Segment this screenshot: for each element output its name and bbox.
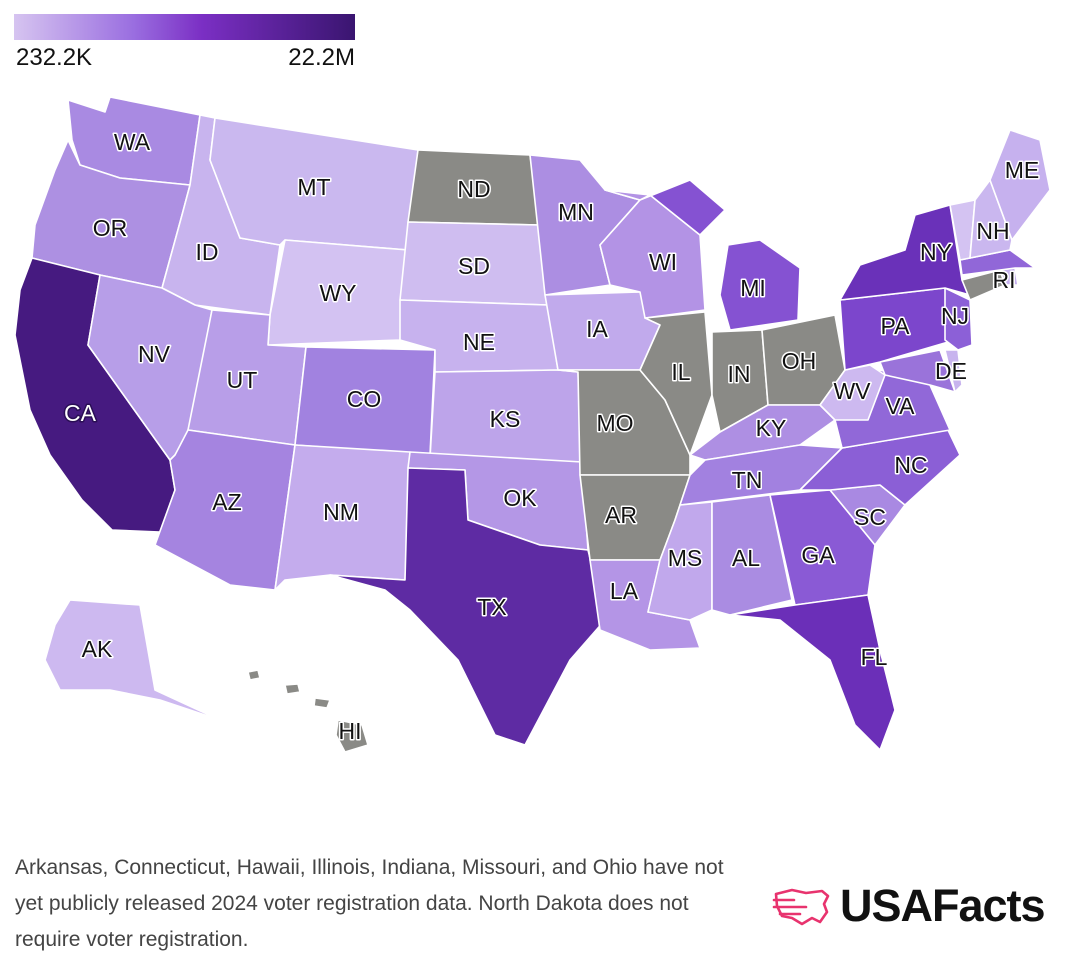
label-wa: WA: [114, 129, 151, 155]
usafacts-logo[interactable]: USAFacts: [772, 878, 1046, 934]
label-ak: AK: [82, 636, 113, 662]
label-ny: NY: [920, 239, 952, 265]
label-pa: PA: [881, 313, 911, 339]
state-il[interactable]: [639, 311, 713, 456]
label-mn: MN: [558, 199, 594, 225]
label-al: AL: [732, 545, 760, 571]
state-al[interactable]: [711, 494, 793, 616]
legend-min-label: 232.2K: [16, 44, 93, 71]
legend-gradient-bar: [14, 14, 355, 40]
label-ca: CA: [64, 400, 97, 426]
state-nj[interactable]: [944, 287, 973, 351]
us-states-map: WA OR CA ID NV MT WY UT CO AZ NM ND SD N…: [14, 96, 1051, 753]
label-tx: TX: [477, 594, 506, 620]
label-de: DE: [935, 358, 967, 384]
label-id: ID: [196, 239, 219, 265]
label-nd: ND: [457, 176, 490, 202]
label-az: AZ: [212, 489, 241, 515]
state-ak[interactable]: [44, 599, 221, 721]
state-nc[interactable]: [799, 429, 961, 506]
label-wi: WI: [649, 249, 677, 275]
state-wy[interactable]: [267, 239, 409, 346]
label-nm: NM: [323, 499, 359, 525]
label-fl: FL: [861, 644, 888, 670]
state-ga[interactable]: [769, 489, 876, 606]
states-layer: [14, 96, 1051, 753]
label-me: ME: [1005, 157, 1040, 183]
label-wv: WV: [833, 378, 871, 404]
label-wy: WY: [319, 280, 356, 306]
label-va: VA: [886, 393, 916, 419]
state-me[interactable]: [989, 129, 1051, 241]
label-mi: MI: [740, 275, 766, 301]
label-ok: OK: [503, 485, 537, 511]
label-hi: HI: [339, 718, 362, 744]
label-ri: RI: [993, 267, 1016, 293]
state-nh[interactable]: [969, 179, 1013, 259]
state-mi[interactable]: [639, 179, 801, 331]
label-mt: MT: [297, 174, 330, 200]
label-oh: OH: [782, 348, 817, 374]
state-labels-layer: WA OR CA ID NV MT WY UT CO AZ NM ND SD N…: [63, 128, 1041, 746]
label-sd: SD: [458, 253, 490, 279]
label-mo: MO: [596, 410, 633, 436]
label-in: IN: [728, 361, 751, 387]
label-ar: AR: [605, 502, 637, 528]
label-nc: NC: [894, 452, 927, 478]
label-la: LA: [610, 578, 639, 604]
state-md[interactable]: [879, 349, 956, 393]
label-co: CO: [347, 386, 382, 412]
legend-max-label: 22.2M: [288, 44, 355, 71]
label-or: OR: [93, 215, 128, 241]
label-ky: KY: [756, 415, 787, 441]
label-ms: MS: [668, 545, 703, 571]
label-sc: SC: [854, 504, 886, 530]
state-fl[interactable]: [729, 594, 896, 751]
label-nh: NH: [976, 218, 1009, 244]
label-ut: UT: [227, 367, 258, 393]
usa-map-logo-icon: [772, 888, 830, 926]
label-ne: NE: [463, 329, 495, 355]
footnote-text: Arkansas, Connecticut, Hawaii, Illinois,…: [15, 856, 724, 951]
label-ga: GA: [801, 542, 835, 568]
label-il: IL: [671, 359, 690, 385]
state-hi[interactable]: [247, 669, 369, 753]
state-de[interactable]: [944, 349, 963, 393]
label-ks: KS: [490, 406, 521, 432]
label-nv: NV: [138, 341, 171, 367]
label-nj: NJ: [941, 303, 969, 329]
color-legend: 232.2K 22.2M: [14, 14, 355, 71]
state-tx[interactable]: [329, 467, 606, 746]
label-tn: TN: [732, 467, 763, 493]
label-ia: IA: [586, 316, 608, 342]
logo-text: USAFacts: [840, 880, 1046, 931]
